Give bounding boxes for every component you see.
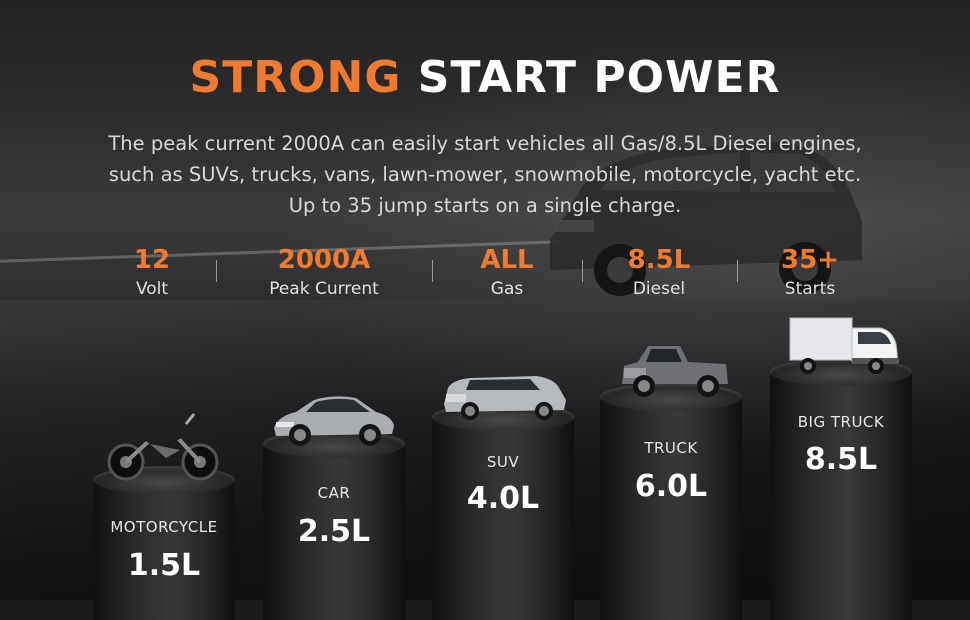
podium-car: CAR 2.5L [263, 430, 405, 620]
headline-accent: STRONG [189, 52, 402, 103]
stat-label: Peak Current [269, 279, 379, 299]
engine-size: 6.0L [634, 469, 708, 504]
stat-starts: 35+ Starts [781, 244, 839, 300]
stat-label: Starts [784, 279, 836, 299]
podium-motorcycle: MOTORCYCLE 1.5L [93, 466, 235, 620]
box-truck-icon [789, 317, 899, 374]
description-line: such as SUVs, trucks, vans, lawn-mower, … [108, 163, 862, 186]
stat-value: 8.5L [627, 245, 691, 275]
engine-size: 1.5L [127, 548, 201, 583]
stat-value: 35+ [781, 245, 839, 275]
stat-divider [432, 260, 433, 282]
stat-label: Gas [490, 279, 524, 299]
motorcycle-icon [107, 413, 219, 481]
vehicle-name: TRUCK [644, 439, 698, 457]
stat-value: ALL [480, 245, 534, 275]
vehicle-name: MOTORCYCLE [110, 518, 218, 536]
podium-suv: SUV 4.0L [432, 403, 574, 620]
suv-icon [444, 376, 566, 420]
stat-volt: 12 Volt [134, 244, 170, 300]
stat-value: 12 [133, 245, 171, 275]
car-icon [274, 396, 394, 446]
vehicle-name: CAR [317, 484, 351, 502]
stat-divider [737, 260, 738, 282]
stat-gas: ALL Gas [480, 244, 533, 300]
podium-truck: TRUCK 6.0L [600, 383, 742, 620]
stat-label: Diesel [632, 279, 686, 299]
description-line: The peak current 2000A can easily start … [108, 132, 862, 155]
stat-divider [582, 260, 583, 282]
stat-divider [216, 260, 217, 282]
description: The peak current 2000A can easily start … [40, 128, 930, 221]
description-line: Up to 35 jump starts on a single charge. [288, 194, 682, 217]
pickup-truck-icon [622, 346, 728, 397]
background-suv-icon [550, 142, 862, 296]
vehicle-name: BIG TRUCK [797, 413, 885, 431]
stat-diesel: 8.5L Diesel [628, 244, 691, 300]
engine-size: 4.0L [466, 481, 540, 516]
headline: STRONG START POWER [0, 52, 970, 103]
stat-label: Volt [135, 279, 169, 299]
podium-big-truck: BIG TRUCK 8.5L [770, 358, 912, 620]
headline-rest: START POWER [401, 52, 781, 103]
stat-peak-current: 2000A Peak Current [269, 244, 379, 300]
stat-value: 2000A [277, 245, 371, 275]
vehicle-name: SUV [486, 453, 520, 471]
engine-size: 8.5L [804, 442, 878, 477]
engine-size: 2.5L [297, 514, 371, 549]
